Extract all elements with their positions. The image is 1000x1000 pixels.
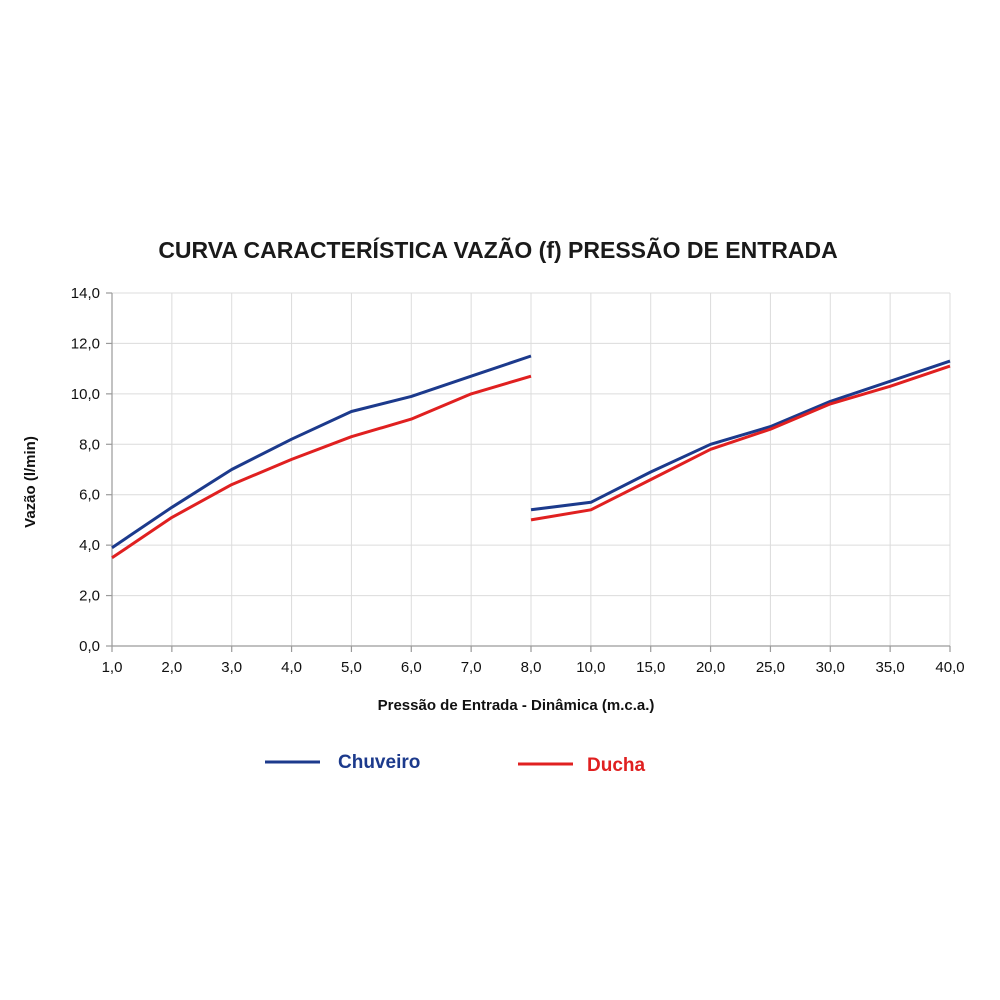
x-tick-label: 7,0: [461, 659, 482, 676]
x-tick-label: 6,0: [401, 659, 422, 676]
x-tick-label: 10,0: [576, 659, 605, 676]
y-axis-label: Vazão (l/min): [22, 436, 39, 528]
x-tick-label: 15,0: [636, 659, 665, 676]
y-tick-label: 4,0: [79, 537, 100, 554]
y-tick-label: 10,0: [71, 386, 100, 403]
y-tick-label: 0,0: [79, 638, 100, 655]
x-tick-label: 30,0: [816, 659, 845, 676]
series-line-ducha-segment-1: [111, 374, 532, 560]
y-tick-label: 2,0: [79, 588, 100, 605]
x-tick-label: 4,0: [281, 659, 302, 676]
series-line-chuveiro-segment-1: [111, 354, 532, 549]
chart-title: CURVA CARACTERÍSTICA VAZÃO (f) PRESSÃO D…: [158, 236, 837, 263]
x-tick-label: 3,0: [221, 659, 242, 676]
y-tick-label: 14,0: [71, 285, 100, 302]
x-tick-label: 20,0: [696, 659, 725, 676]
grid: [112, 292, 951, 646]
legend-label-ducha: Ducha: [587, 755, 646, 776]
y-tick-label: 12,0: [71, 335, 100, 352]
series: [111, 354, 951, 560]
x-tick-label: 25,0: [756, 659, 785, 676]
y-tick-label: 8,0: [79, 436, 100, 453]
x-tick-label: 35,0: [876, 659, 905, 676]
x-tick-label: 8,0: [521, 659, 542, 676]
series-line-chuveiro-segment-2: [530, 359, 951, 512]
legend: Chuveiro Ducha: [265, 752, 646, 776]
axes: 1,0 2,0 3,0 4,0 5,0 6,0 7,0 8,0 10,0 15,0 20,0 25,0…: [71, 285, 965, 676]
x-tick-label: 1,0: [102, 659, 123, 676]
x-tick-label: 2,0: [161, 659, 182, 676]
x-axis-label: Pressão de Entrada - Dinâmica (m.c.a.): [378, 697, 655, 714]
x-tick-label: 40,0: [935, 659, 964, 676]
y-tick-label: 6,0: [79, 487, 100, 504]
series-line-ducha-segment-2: [530, 364, 951, 522]
x-tick-label: 5,0: [341, 659, 362, 676]
legend-label-chuveiro: Chuveiro: [338, 752, 420, 773]
